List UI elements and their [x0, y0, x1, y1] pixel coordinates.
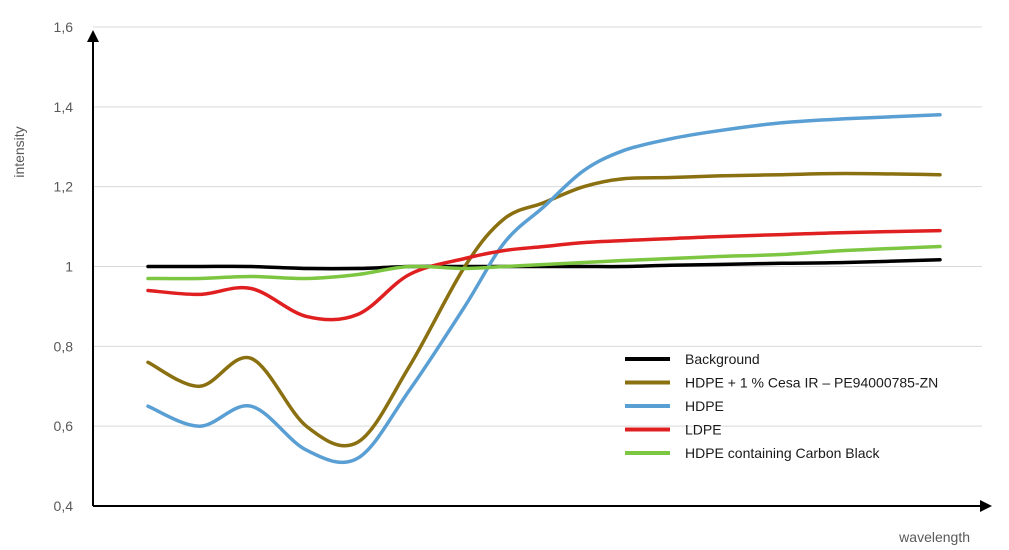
y-axis-title: intensity — [11, 126, 27, 177]
legend-label: HDPE — [685, 398, 724, 414]
x-axis-title: wavelength — [898, 529, 970, 545]
y-tick-label: 0,6 — [54, 418, 74, 434]
legend: Background HDPE + 1 % Cesa IR – PE9400078… — [625, 351, 938, 461]
legend-label: Background — [685, 351, 760, 367]
series-layer — [146, 113, 942, 465]
x-axis-arrow — [980, 500, 992, 512]
series-line-4 — [146, 228, 942, 322]
y-tick-label: 1,4 — [54, 99, 74, 115]
y-tick-label: 0,4 — [54, 498, 74, 514]
y-axis-arrow — [87, 30, 99, 42]
series-line-2 — [146, 171, 942, 448]
axis-layer: 0,4 0,6 0,8 1 1,2 1,4 1,6 — [54, 19, 992, 514]
legend-label: LDPE — [685, 422, 722, 438]
legend-label: HDPE + 1 % Cesa IR – PE94000785-ZN — [685, 375, 938, 391]
y-tick-label: 1 — [65, 259, 73, 275]
series-line-5 — [146, 244, 942, 281]
series-line-3 — [146, 113, 942, 465]
y-tick-label: 0,8 — [54, 338, 74, 354]
legend-label: HDPE containing Carbon Black — [685, 445, 881, 461]
y-tick-label: 1,6 — [54, 19, 74, 35]
y-tick-label: 1,2 — [54, 179, 74, 195]
